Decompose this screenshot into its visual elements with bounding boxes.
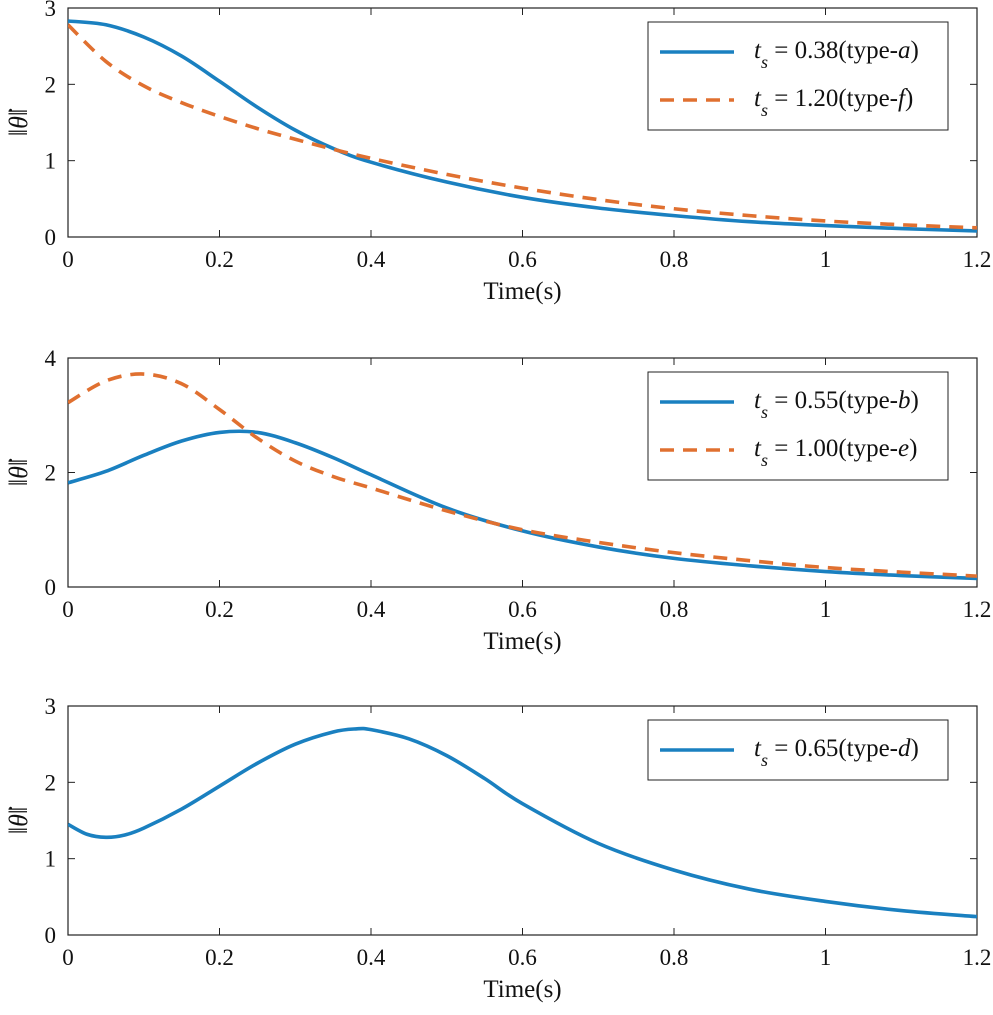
y-tick-label: 4 [45,346,57,371]
x-tick-label: 0.4 [357,247,386,272]
legend-entry-b: ts = 0.55(type-b) [754,387,919,422]
legend-sub: s [761,450,768,470]
x-tick-label: 1 [820,597,832,622]
series-line-d [68,726,977,919]
legend-type: a [898,37,911,64]
y-tick-label: 2 [45,770,57,795]
legend-type: b [898,387,911,414]
series-line-a [68,19,977,233]
legend-prefix: t [754,37,762,64]
y-axis-label: ‖θ̇‖ [4,108,33,136]
x-tick-label: 0 [62,597,74,622]
x-tick-label: 0.6 [508,597,537,622]
x-tick-label: 0.2 [205,597,234,622]
legend-prefix: t [754,387,762,414]
legend: ts = 0.38(type-a)ts = 1.20(type-f) [647,21,949,131]
legend-suffix: ) [905,85,913,112]
legend: ts = 0.65(type-d) [647,719,949,781]
x-tick-label: 0 [62,247,74,272]
y-tick-label: 3 [45,694,57,719]
legend-prefix: t [754,735,762,762]
y-tick-label: 3 [45,0,57,21]
x-axis-label: Time(s) [483,976,561,1003]
legend-prefix: t [754,435,762,462]
legend-entry-e: ts = 1.00(type-e) [754,435,917,470]
legend-value: = 1.00(type- [768,435,898,462]
y-tick-label: 1 [45,149,57,174]
subplot-3: 0 0.2 0.4 0.6 0.8 1 1.2 0 1 2 3 Time(s) ‖θ̇‖ ts = 0.6… [4,694,991,1003]
legend-box [647,371,949,481]
legend-type: d [898,735,911,762]
x-tick-label: 0.6 [508,247,537,272]
legend-suffix: ) [911,387,919,414]
legend-entry-a: ts = 0.38(type-a) [754,37,919,72]
x-axis-label: Time(s) [483,628,561,655]
x-tick-label: 0.4 [357,597,386,622]
y-axis-label: ‖θ̇‖ [4,806,33,834]
y-tick-label: 0 [45,923,57,948]
x-tick-label: 0.8 [660,597,689,622]
y-tick-label: 0 [45,575,57,600]
x-tick-label: 0.4 [357,945,386,970]
legend-sub: s [761,750,768,770]
legend-prefix: t [754,85,762,112]
y-tick-label: 0 [45,225,57,250]
legend-sub: s [761,52,768,72]
legend-type: f [898,85,908,112]
legend-value: = 1.20(type- [768,85,898,112]
y-tick-label: 2 [45,461,57,486]
legend-sub: s [761,402,768,422]
x-tick-label: 0.8 [660,247,689,272]
x-axis-label: Time(s) [483,278,561,305]
x-tick-label: 1 [820,945,832,970]
x-tick-label: 0.6 [508,945,537,970]
legend-value: = 0.38(type- [768,37,898,64]
legend-suffix: ) [911,37,919,64]
legend-suffix: ) [911,735,919,762]
legend: ts = 0.55(type-b)ts = 1.00(type-e) [647,371,949,481]
legend-sub: s [761,100,768,120]
legend-entry-f: ts = 1.20(type-f) [754,85,913,120]
series-line-e [68,372,977,578]
legend-value: = 0.65(type- [768,735,898,762]
y-axis-label: ‖θ̇‖ [4,458,33,486]
x-tick-label: 1 [820,247,832,272]
x-tick-label: 1.2 [963,597,992,622]
legend-box [647,21,949,131]
x-tick-label: 0.2 [205,945,234,970]
x-tick-label: 1.2 [963,247,992,272]
legend-suffix: ) [909,435,917,462]
legend-value: = 0.55(type- [768,387,898,414]
x-tick-label: 1.2 [963,945,992,970]
x-tick-label: 0.8 [660,945,689,970]
y-tick-label: 1 [45,847,57,872]
x-tick-label: 0.2 [205,247,234,272]
legend-entry-d: ts = 0.65(type-d) [754,735,919,770]
series-line-b [68,429,977,581]
legend-type: e [898,435,909,462]
x-tick-label: 0 [62,945,74,970]
y-tick-label: 2 [45,72,57,97]
